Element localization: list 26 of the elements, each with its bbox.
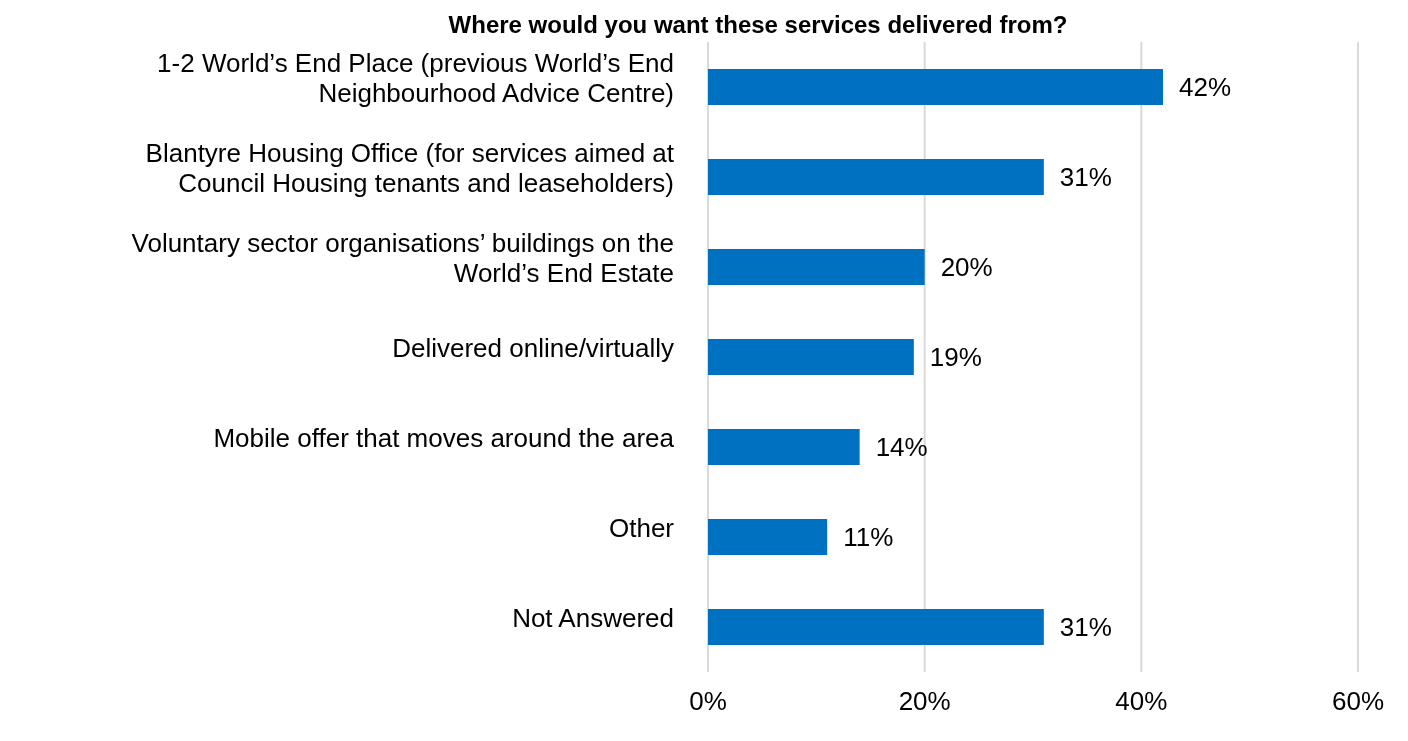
y-tick-label: Other xyxy=(608,513,675,543)
x-tick-label: 20% xyxy=(898,686,951,717)
y-tick-label: Blantyre Housing Office (for services aimed at Council Housing tenants and leaseholders) xyxy=(145,138,675,198)
data-label: 20% xyxy=(940,252,993,283)
y-tick-label: Delivered online/virtually xyxy=(392,333,674,363)
bar xyxy=(708,609,1044,645)
data-label: 11% xyxy=(843,522,894,553)
data-label: 19% xyxy=(929,342,982,373)
x-tick-label: 40% xyxy=(1115,686,1168,717)
data-label: 31% xyxy=(1059,162,1112,193)
y-tick-label: Voluntary sector organisations’ buildings on the World’s End Estate xyxy=(131,228,674,288)
data-label: 31% xyxy=(1059,612,1112,643)
chart-title: Where would you want these services delivered from? xyxy=(447,10,1069,40)
bar xyxy=(708,519,828,555)
bar xyxy=(708,429,860,465)
data-label: 42% xyxy=(1179,72,1232,103)
bar xyxy=(708,69,1163,105)
x-tick-label: 0% xyxy=(689,686,727,717)
y-tick-label: Not Answered xyxy=(512,603,674,633)
bar xyxy=(708,159,1044,195)
data-label: 14% xyxy=(875,432,928,463)
y-tick-label: 1-2 World’s End Place (previous World’s End Neighbourhood Advice Centre) xyxy=(157,48,674,108)
x-tick-label: 60% xyxy=(1331,686,1385,717)
bar xyxy=(708,249,925,285)
y-tick-label: Mobile offer that moves around the area xyxy=(213,423,675,453)
bar xyxy=(708,339,914,375)
